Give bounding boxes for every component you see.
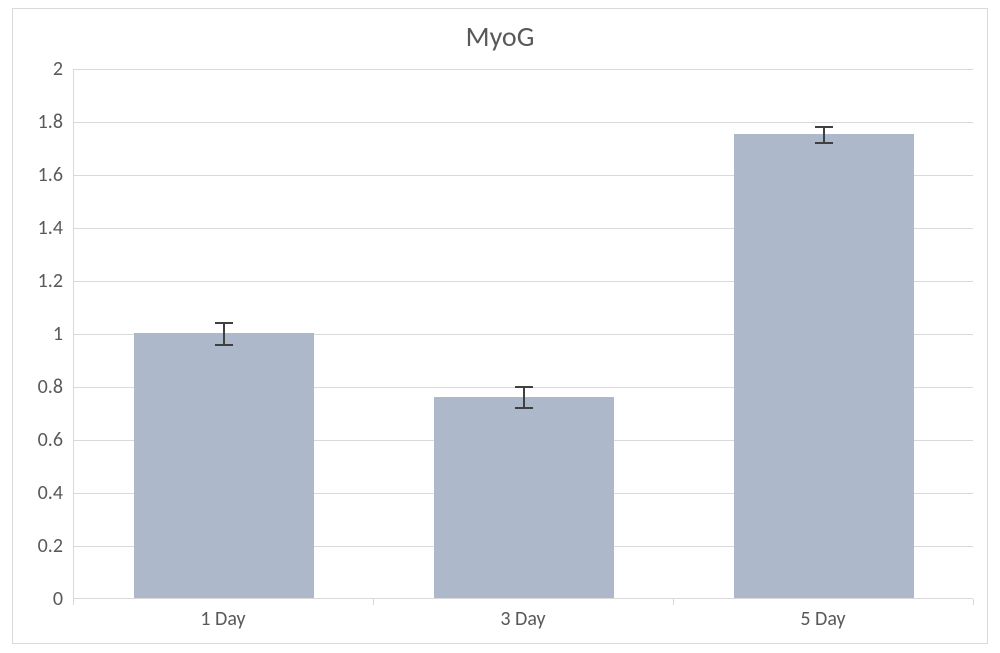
errorbar-cap [815, 126, 833, 128]
plot-area [73, 69, 973, 599]
errorbar [223, 323, 225, 344]
xtick-label: 3 Day [500, 607, 545, 631]
ytick-label: 0.8 [13, 375, 63, 399]
ytick-label: 0.4 [13, 481, 63, 505]
errorbar [523, 387, 525, 408]
xtick-mark [373, 599, 374, 605]
xtick-label: 1 Day [200, 607, 245, 631]
ytick-label: 0.6 [13, 428, 63, 452]
gridline [74, 69, 973, 70]
ytick-label: 1 [13, 322, 63, 346]
xtick-mark [973, 599, 974, 605]
errorbar-cap [215, 344, 233, 346]
ytick-label: 0 [13, 587, 63, 611]
xtick-label: 5 Day [800, 607, 845, 631]
ytick-label: 2 [13, 57, 63, 81]
errorbar-cap [815, 142, 833, 144]
ytick-label: 1.2 [13, 269, 63, 293]
errorbar-cap [215, 322, 233, 324]
bar [734, 134, 914, 598]
errorbar [823, 127, 825, 143]
errorbar-cap [515, 386, 533, 388]
chart-container: MyoG 0 0.2 0.4 0.6 0.8 1 1.2 1.4 1.6 1.8 2 1 Day 3 D… [12, 8, 988, 644]
ytick-label: 1.6 [13, 163, 63, 187]
ytick-label: 1.8 [13, 110, 63, 134]
bar [434, 397, 614, 598]
xtick-mark [673, 599, 674, 605]
gridline [74, 122, 973, 123]
ytick-label: 0.2 [13, 534, 63, 558]
chart-title: MyoG [13, 19, 987, 54]
errorbar-cap [515, 407, 533, 409]
bar [134, 333, 314, 598]
xtick-mark [73, 599, 74, 605]
ytick-label: 1.4 [13, 216, 63, 240]
